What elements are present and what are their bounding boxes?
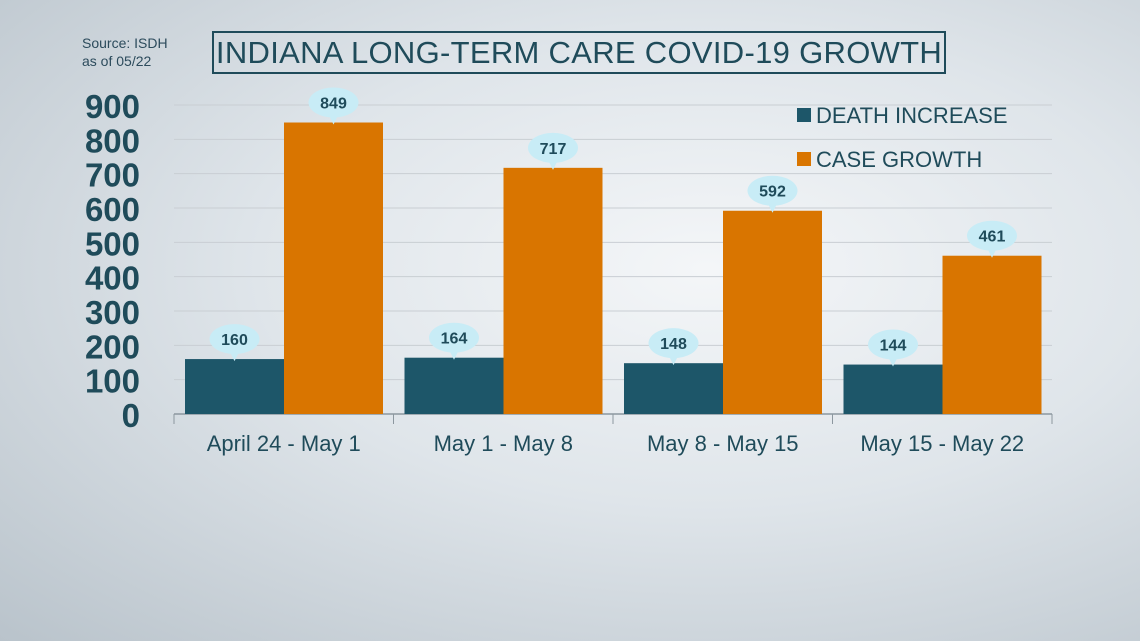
data-label-bubble <box>648 328 699 359</box>
legend-swatch-case <box>797 152 811 166</box>
case-growth-bar[interactable] <box>942 255 1042 414</box>
death-increase-bar[interactable] <box>185 359 284 414</box>
y-tick-label: 400 <box>85 260 140 297</box>
data-label: 717 <box>540 141 567 158</box>
data-label-bubble <box>868 329 918 360</box>
data-label-bubble <box>747 175 798 206</box>
data-label-bubble <box>429 322 479 353</box>
y-tick-label: 0 <box>122 397 140 434</box>
y-tick-label: 900 <box>85 88 140 125</box>
data-label-bubble <box>308 87 359 118</box>
chart-title: INDIANA LONG-TERM CARE COVID-19 GROWTH <box>215 34 943 70</box>
y-tick-label: 700 <box>85 157 140 194</box>
data-label-bubble <box>209 324 260 355</box>
x-category-label: May 8 - May 15 <box>647 431 799 456</box>
legend-label-case: CASE GROWTH <box>816 147 982 172</box>
data-label: 148 <box>660 336 687 353</box>
source-date: as of 05/22 <box>82 53 152 69</box>
death-increase-bar[interactable] <box>843 364 943 414</box>
source-note: Source: ISDH as of 05/22 <box>82 34 168 70</box>
death-increase-bar[interactable] <box>624 363 723 414</box>
case-growth-bar[interactable] <box>284 122 383 414</box>
x-category-label: April 24 - May 1 <box>207 431 361 456</box>
data-label: 160 <box>221 332 248 349</box>
y-tick-label: 800 <box>85 122 140 159</box>
death-increase-bar[interactable] <box>404 357 504 414</box>
data-label: 164 <box>441 331 468 348</box>
y-tick-label: 100 <box>85 363 140 400</box>
x-category-label: May 15 - May 22 <box>860 431 1024 456</box>
x-category-label: May 1 - May 8 <box>434 431 573 456</box>
y-tick-label: 600 <box>85 191 140 228</box>
source-line: Source: ISDH <box>82 35 168 51</box>
data-label: 461 <box>979 229 1006 246</box>
data-label-bubble <box>967 220 1017 251</box>
data-label: 849 <box>320 96 347 113</box>
data-label: 592 <box>759 184 786 201</box>
y-tick-label: 500 <box>85 225 140 262</box>
y-tick-label: 300 <box>85 294 140 331</box>
legend-swatch-death <box>797 108 811 122</box>
legend-label-death: DEATH INCREASE <box>816 103 1008 128</box>
chart-title-box: INDIANA LONG-TERM CARE COVID-19 GROWTH <box>212 31 946 74</box>
data-label: 144 <box>880 338 907 355</box>
case-growth-bar[interactable] <box>723 210 822 414</box>
case-growth-bar[interactable] <box>503 167 603 414</box>
data-label-bubble <box>528 132 578 163</box>
y-tick-label: 200 <box>85 328 140 365</box>
